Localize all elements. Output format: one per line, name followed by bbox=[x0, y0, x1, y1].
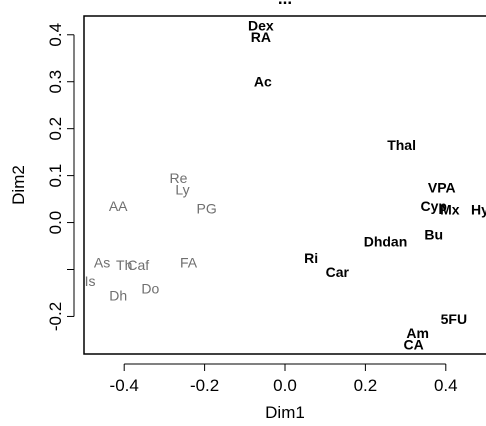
x-axis: -0.4 -0.2 0.0 0.2 0.4 bbox=[110, 363, 458, 395]
plot-frame bbox=[83, 15, 486, 355]
point-label-ca: CA bbox=[404, 337, 424, 353]
point-label-is: Is bbox=[85, 273, 96, 289]
x-tick-label: 0.2 bbox=[354, 376, 378, 395]
y-tick-label: 0.0 bbox=[46, 211, 65, 235]
point-label-dhdan: Dhdan bbox=[364, 233, 408, 249]
y-tick-label: 0.1 bbox=[46, 164, 65, 188]
point-label-cyp: Cyp bbox=[421, 198, 447, 214]
point-label-pg: PG bbox=[196, 200, 216, 216]
x-tick-label: -0.2 bbox=[190, 376, 219, 395]
point-label-vpa: VPA bbox=[428, 179, 456, 195]
point-label-ac: Ac bbox=[254, 74, 272, 90]
point-label-do: Do bbox=[141, 280, 159, 296]
y-tick-label: -0.2 bbox=[46, 302, 65, 331]
y-axis: -0.2 0.0 0.1 0.2 0.3 0.4 bbox=[46, 23, 75, 331]
y-axis-title: Dim2 bbox=[9, 165, 28, 205]
point-label-dh: Dh bbox=[109, 287, 127, 303]
point-label-fa: FA bbox=[180, 254, 198, 270]
point-label-as: As bbox=[94, 254, 110, 270]
point-label-caf: Caf bbox=[127, 257, 149, 273]
point-label-thal: Thal bbox=[387, 137, 416, 153]
point-label-th: Th bbox=[116, 257, 132, 273]
chart-title: ... bbox=[278, 0, 292, 8]
point-label-bu: Bu bbox=[424, 226, 443, 242]
y-tick-label: 0.4 bbox=[46, 23, 65, 47]
y-tick-label: 0.2 bbox=[46, 117, 65, 141]
point-label-am: Am bbox=[406, 325, 429, 341]
x-tick-label: 0.4 bbox=[434, 376, 458, 395]
point-label-ra: RA bbox=[251, 29, 271, 45]
point-label-mx: Mx bbox=[440, 201, 460, 217]
point-label-hy: Hy bbox=[471, 201, 486, 217]
y-tick-label: 0.3 bbox=[46, 70, 65, 94]
point-label-aa: AA bbox=[109, 198, 128, 214]
x-tick-label: 0.0 bbox=[273, 376, 297, 395]
point-label-ri: Ri bbox=[304, 250, 318, 266]
point-label-re: Re bbox=[170, 170, 188, 186]
point-label-5fu: 5FU bbox=[441, 311, 467, 327]
point-label-ly: Ly bbox=[175, 182, 189, 198]
x-axis-title: Dim1 bbox=[265, 403, 305, 422]
point-label-car: Car bbox=[326, 264, 350, 280]
x-tick-label: -0.4 bbox=[110, 376, 139, 395]
point-label-dex: Dex bbox=[248, 17, 274, 33]
